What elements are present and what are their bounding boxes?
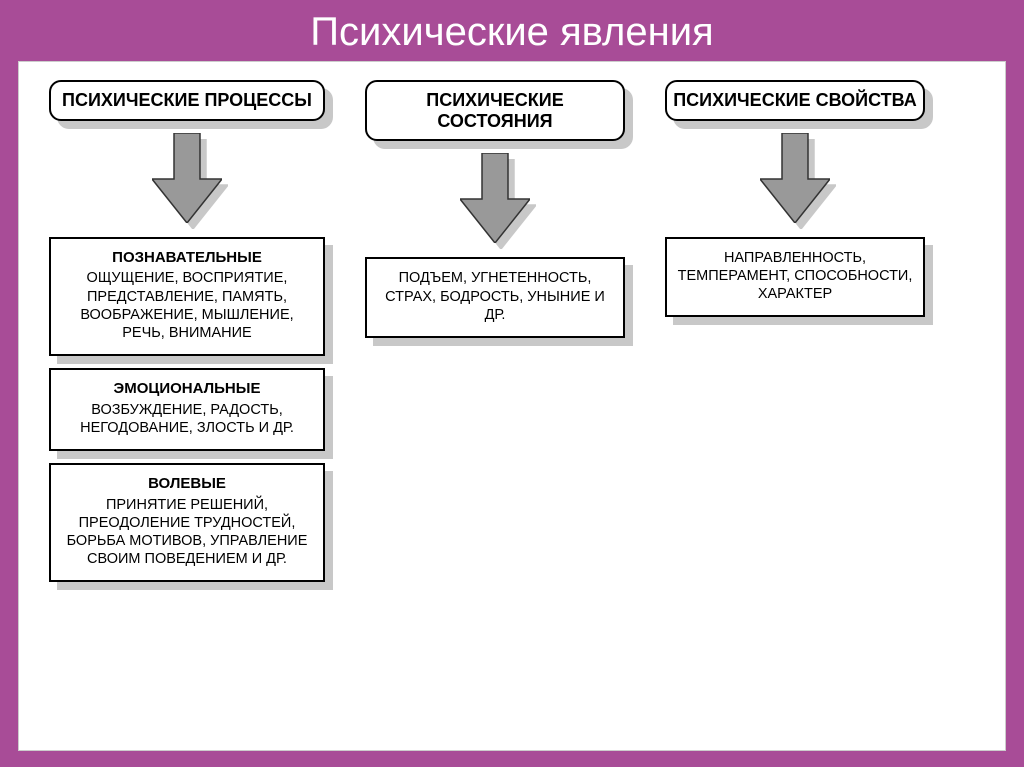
- diagram-canvas: ПСИХИЧЕСКИЕ ПРОЦЕССЫ ПОЗНАВАТЕЛЬНЫЕ ОЩУЩ…: [18, 61, 1006, 751]
- column-states: ПСИХИЧЕСКИЕ СОСТОЯНИЯ ПОДЪЕМ, УГНЕТЕННОС…: [365, 80, 625, 350]
- header-box: ПСИХИЧЕСКИЕ СОСТОЯНИЯ: [365, 80, 625, 141]
- columns-row: ПСИХИЧЕСКИЕ ПРОЦЕССЫ ПОЗНАВАТЕЛЬНЫЕ ОЩУЩ…: [49, 80, 985, 594]
- header-box: ПСИХИЧЕСКИЕ СВОЙСТВА: [665, 80, 925, 121]
- arrow-down-icon: [152, 133, 222, 223]
- box-title: ЭМОЦИОНАЛЬНЫЕ: [59, 380, 315, 399]
- content-box: НАПРАВЛЕННОСТЬ, ТЕМПЕРАМЕНТ, СПОСОБНОСТИ…: [665, 237, 925, 317]
- arrow-down-icon: [460, 153, 530, 243]
- slide-title: Психические явления: [18, 10, 1006, 55]
- box-title: ПОЗНАВАТЕЛЬНЫЕ: [59, 249, 315, 268]
- box-body: ПОДЪЕМ, УГНЕТЕННОСТЬ, СТРАХ, БОДРОСТЬ, У…: [375, 269, 615, 323]
- content-box: ПОЗНАВАТЕЛЬНЫЕ ОЩУЩЕНИЕ, ВОСПРИЯТИЕ, ПРЕ…: [49, 237, 325, 356]
- column-processes: ПСИХИЧЕСКИЕ ПРОЦЕССЫ ПОЗНАВАТЕЛЬНЫЕ ОЩУЩ…: [49, 80, 325, 594]
- box-body: ВОЗБУЖДЕНИЕ, РАДОСТЬ, НЕГОДОВАНИЕ, ЗЛОСТ…: [59, 401, 315, 437]
- box-body: ПРИНЯТИЕ РЕШЕНИЙ, ПРЕОДОЛЕНИЕ ТРУДНОСТЕЙ…: [59, 496, 315, 569]
- box-body: ОЩУЩЕНИЕ, ВОСПРИЯТИЕ, ПРЕДСТАВЛЕНИЕ, ПАМ…: [59, 269, 315, 342]
- header-label: ПСИХИЧЕСКИЕ ПРОЦЕССЫ: [49, 80, 325, 121]
- box-title: ВОЛЕВЫЕ: [59, 475, 315, 494]
- page: Психические явления ПСИХИЧЕСКИЕ ПРОЦЕССЫ: [0, 0, 1024, 767]
- header-box: ПСИХИЧЕСКИЕ ПРОЦЕССЫ: [49, 80, 325, 121]
- content-box: ЭМОЦИОНАЛЬНЫЕ ВОЗБУЖДЕНИЕ, РАДОСТЬ, НЕГО…: [49, 368, 325, 451]
- column-properties: ПСИХИЧЕСКИЕ СВОЙСТВА НАПРАВЛЕННОСТЬ, ТЕМ…: [665, 80, 925, 329]
- content-box: ВОЛЕВЫЕ ПРИНЯТИЕ РЕШЕНИЙ, ПРЕОДОЛЕНИЕ ТР…: [49, 463, 325, 582]
- header-label: ПСИХИЧЕСКИЕ СОСТОЯНИЯ: [365, 80, 625, 141]
- box-body: НАПРАВЛЕННОСТЬ, ТЕМПЕРАМЕНТ, СПОСОБНОСТИ…: [675, 249, 915, 303]
- content-box: ПОДЪЕМ, УГНЕТЕННОСТЬ, СТРАХ, БОДРОСТЬ, У…: [365, 257, 625, 337]
- arrow-down-icon: [760, 133, 830, 223]
- header-label: ПСИХИЧЕСКИЕ СВОЙСТВА: [665, 80, 925, 121]
